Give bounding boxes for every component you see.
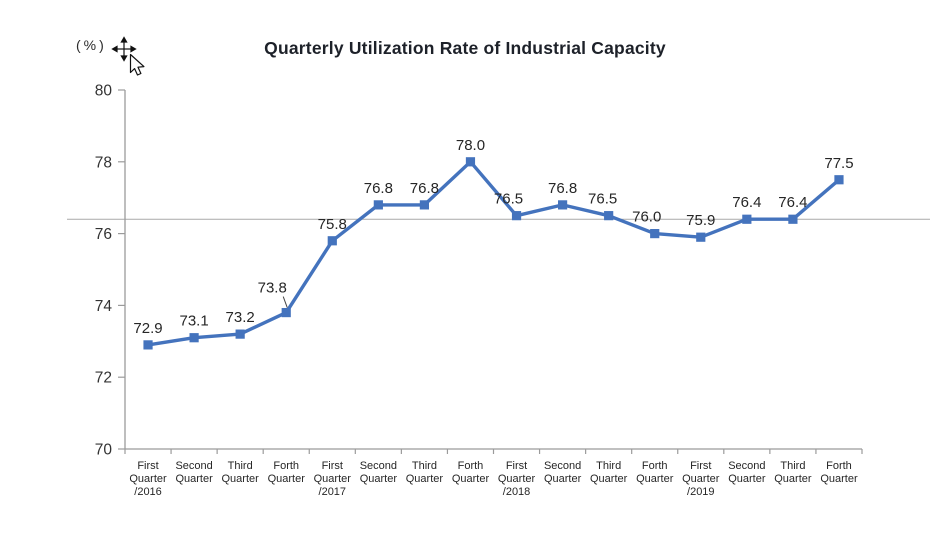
data-point-marker bbox=[373, 200, 383, 210]
x-category-label: Forth Quarter bbox=[820, 460, 858, 485]
data-point-marker bbox=[511, 211, 522, 221]
x-category-label: Third Quarter bbox=[774, 460, 812, 485]
label-leader-line bbox=[282, 296, 288, 308]
y-tick-label: 74 bbox=[95, 298, 113, 315]
x-category-label: Forth Quarter bbox=[268, 460, 306, 485]
data-point-marker bbox=[788, 214, 798, 224]
x-category-label: First Quarter/2018 bbox=[498, 460, 536, 498]
data-point-label: 72.9 bbox=[133, 320, 162, 337]
data-point-label: 75.9 bbox=[686, 212, 715, 229]
x-category-label: Third Quarter bbox=[590, 460, 628, 485]
data-point-marker bbox=[696, 232, 706, 242]
plot-area: 70 72 74 76 78 80 First Quarter/2016 Second Quart… bbox=[67, 83, 930, 498]
data-point-marker bbox=[742, 214, 752, 224]
pointer-arrow-icon bbox=[129, 53, 145, 76]
x-category-label: Second Quarter bbox=[360, 460, 398, 485]
data-point-marker bbox=[650, 229, 660, 239]
data-point-marker bbox=[465, 157, 476, 167]
data-point-label: 73.8 bbox=[258, 280, 287, 297]
data-point-label: 76.8 bbox=[410, 180, 439, 197]
y-axis-unit-label: (%) bbox=[76, 37, 107, 53]
x-category-label: Forth Quarter bbox=[636, 460, 674, 485]
data-point-label: 78.0 bbox=[456, 137, 485, 154]
data-point-marker bbox=[235, 329, 245, 339]
data-point-marker bbox=[834, 175, 844, 185]
x-category-label: Second Quarter bbox=[175, 460, 213, 485]
data-point-marker bbox=[143, 340, 153, 350]
x-category-label: Forth Quarter bbox=[452, 460, 490, 485]
y-tick-label: 76 bbox=[95, 226, 112, 243]
data-point-label: 77.5 bbox=[824, 155, 853, 172]
x-category-label: First Quarter/2016 bbox=[129, 460, 167, 498]
y-tick-label: 70 bbox=[95, 442, 113, 459]
data-point-label: 76.4 bbox=[732, 194, 761, 211]
data-point-label: 73.2 bbox=[226, 309, 255, 326]
y-tick-label: 78 bbox=[95, 154, 112, 171]
y-tick-label: 72 bbox=[95, 370, 112, 387]
data-point-label: 76.8 bbox=[548, 180, 577, 197]
data-point-label: 76.5 bbox=[588, 191, 617, 208]
mouse-move-cursor-icon bbox=[111, 36, 145, 76]
data-point-label: 73.1 bbox=[179, 313, 208, 330]
x-category-label: First Quarter/2019 bbox=[682, 460, 720, 498]
data-point-marker bbox=[419, 200, 430, 210]
chart-title: Quarterly Utilization Rate of Industrial… bbox=[264, 38, 666, 58]
x-category-label: Second Quarter bbox=[728, 460, 766, 485]
data-point-marker bbox=[281, 307, 291, 318]
x-category-label: Third Quarter bbox=[222, 460, 260, 485]
data-point-label: 75.8 bbox=[318, 216, 347, 233]
x-category-label: Second Quarter bbox=[544, 460, 582, 485]
data-point-label: 76.5 bbox=[494, 191, 523, 208]
data-point-marker bbox=[327, 236, 337, 246]
data-point-label: 76.8 bbox=[364, 180, 393, 197]
x-category-label: First Quarter/2017 bbox=[314, 460, 352, 498]
y-tick-label: 80 bbox=[95, 83, 113, 100]
x-category-label: Third Quarter bbox=[406, 460, 444, 485]
data-point-label: 76.0 bbox=[632, 209, 661, 226]
data-point-marker bbox=[189, 333, 199, 343]
data-point-marker bbox=[557, 200, 568, 210]
data-point-marker bbox=[604, 211, 614, 221]
series-line bbox=[146, 160, 841, 347]
data-point-label: 76.4 bbox=[778, 194, 807, 211]
